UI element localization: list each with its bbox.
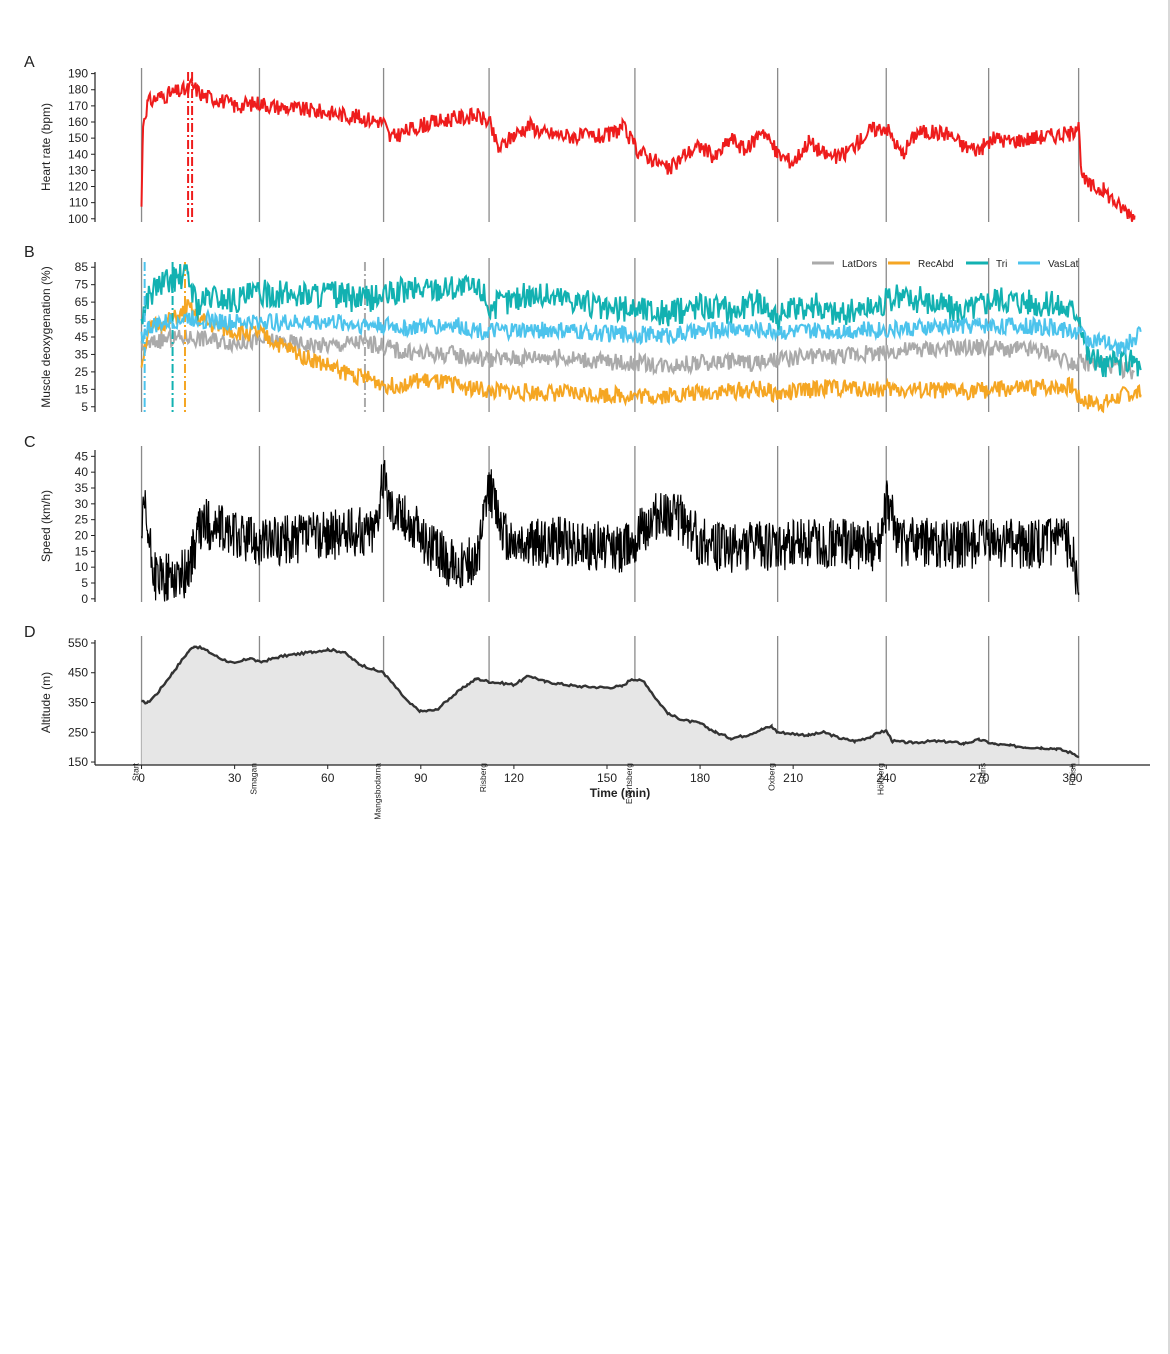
x-tick-label: 60 bbox=[321, 771, 335, 785]
y-tick-label: 550 bbox=[68, 636, 88, 650]
x-tick-label: 30 bbox=[228, 771, 242, 785]
panel-d: D 150 250 350 450 550 Altitude (m) Start Smagan M… bbox=[24, 624, 1080, 820]
y-tick-label: 75 bbox=[75, 278, 89, 292]
checkpoint-label: Start bbox=[131, 762, 141, 781]
x-tick-label: 120 bbox=[504, 771, 524, 785]
y-tick-label: 35 bbox=[75, 481, 89, 495]
series-line-recabd bbox=[140, 299, 1142, 414]
panel-letter: D bbox=[24, 624, 36, 641]
altitude-line bbox=[141, 644, 1080, 759]
y-tick-label: 130 bbox=[68, 163, 88, 177]
series-line-a bbox=[140, 76, 1136, 222]
series-line-c bbox=[140, 460, 1080, 602]
x-tick-label: 90 bbox=[414, 771, 428, 785]
y-tick-label: 180 bbox=[68, 83, 88, 97]
y-tick-label: 45 bbox=[75, 330, 89, 344]
y-tick-label: 15 bbox=[75, 382, 89, 396]
y-tick-label: 10 bbox=[75, 560, 89, 574]
y-tick-label: 55 bbox=[75, 313, 89, 327]
series-line-latdors bbox=[140, 326, 1135, 380]
legend-label: LatDors bbox=[842, 259, 877, 270]
x-tick-label: 270 bbox=[969, 771, 989, 785]
y-axis-label: Muscle deoxygenation (%) bbox=[39, 266, 53, 407]
y-tick-label: 5 bbox=[81, 576, 88, 590]
y-tick-label: 20 bbox=[75, 529, 89, 543]
checkpoint-label: Mangsbodarna bbox=[373, 763, 383, 820]
y-tick-label: 65 bbox=[75, 295, 89, 309]
y-tick-label: 150 bbox=[68, 131, 88, 145]
y-tick-label: 140 bbox=[68, 147, 88, 161]
x-tick-label: 300 bbox=[1062, 771, 1082, 785]
x-axis: 0 30 60 90 120 150 180 210 240 270 300 bbox=[95, 764, 1150, 785]
panel-b: B 5 15 25 35 45 55 65 75 85 Muscle deoxygenation (… bbox=[24, 244, 1142, 414]
checkpoint-label: Hökberg bbox=[875, 763, 885, 795]
y-axis-label: Altitude (m) bbox=[39, 672, 53, 733]
series-line-vaslat bbox=[140, 308, 1142, 357]
x-tick-label: 0 bbox=[138, 771, 145, 785]
y-tick-label: 170 bbox=[68, 99, 88, 113]
y-tick-label: 110 bbox=[69, 196, 88, 210]
altitude-area bbox=[141, 646, 1079, 765]
y-tick-label: 100 bbox=[68, 212, 88, 226]
checkpoint-label: Eldris bbox=[978, 763, 988, 784]
y-tick-label: 30 bbox=[75, 497, 89, 511]
y-tick-label: 35 bbox=[75, 347, 89, 361]
y-tick-label: 150 bbox=[68, 755, 88, 769]
checkpoint-label: Oxberg bbox=[767, 763, 777, 791]
series-line-tri bbox=[140, 264, 1142, 378]
panel-letter: B bbox=[24, 244, 35, 261]
x-tick-label: 240 bbox=[876, 771, 896, 785]
y-tick-label: 160 bbox=[68, 115, 88, 129]
x-tick-label: 210 bbox=[783, 771, 803, 785]
y-tick-label: 45 bbox=[75, 449, 89, 463]
y-tick-label: 40 bbox=[75, 465, 89, 479]
legend-label: VasLat bbox=[1048, 259, 1079, 270]
y-axis-label: Speed (km/h) bbox=[39, 490, 53, 562]
page-edge bbox=[1168, 0, 1170, 1354]
y-tick-label: 0 bbox=[81, 592, 88, 606]
y-tick-label: 120 bbox=[68, 180, 88, 194]
checkpoint-label: Risberg bbox=[478, 763, 488, 793]
checkpoint-label: Finish bbox=[1068, 763, 1078, 786]
y-tick-label: 5 bbox=[81, 400, 88, 414]
y-tick-label: 450 bbox=[68, 666, 88, 680]
y-tick-label: 250 bbox=[68, 725, 88, 739]
panel-letter: C bbox=[24, 434, 36, 451]
legend-label: Tri bbox=[996, 259, 1007, 270]
x-tick-label: 150 bbox=[597, 771, 617, 785]
legend-label: RecAbd bbox=[918, 259, 954, 270]
panel-a: A 100 110 120 130 140 150 160 170 180 190 Heart rat… bbox=[24, 54, 1136, 226]
x-tick-label: 180 bbox=[690, 771, 710, 785]
y-axis-label: Heart rate (bpm) bbox=[39, 103, 53, 191]
legend: LatDors RecAbd Tri VasLat bbox=[812, 259, 1079, 270]
x-axis-label: Time (min) bbox=[590, 786, 650, 800]
checkpoint-label: Smagan bbox=[248, 763, 258, 795]
y-tick-label: 25 bbox=[75, 513, 89, 527]
y-tick-label: 25 bbox=[75, 365, 89, 379]
y-tick-label: 350 bbox=[68, 696, 88, 710]
y-tick-label: 15 bbox=[75, 544, 89, 558]
y-tick-label: 85 bbox=[75, 260, 89, 274]
y-tick-label: 190 bbox=[68, 67, 88, 81]
panel-letter: A bbox=[24, 54, 35, 71]
checkpoint-label: Evertsberg bbox=[624, 763, 634, 804]
